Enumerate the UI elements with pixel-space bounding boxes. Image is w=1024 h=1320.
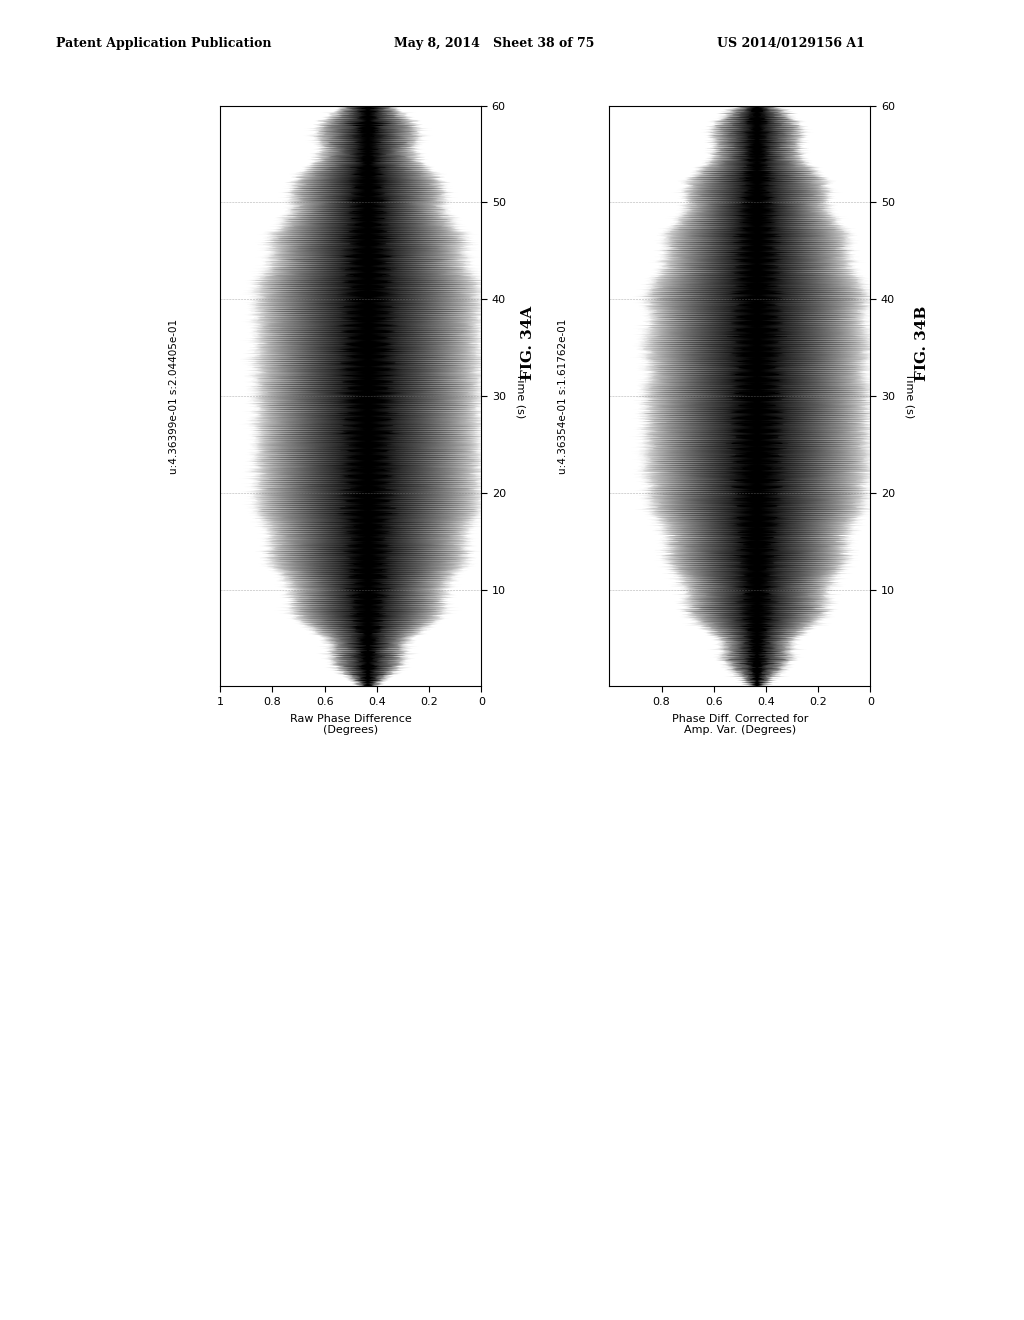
Y-axis label: Time (s): Time (s) (515, 374, 525, 418)
Text: May 8, 2014   Sheet 38 of 75: May 8, 2014 Sheet 38 of 75 (394, 37, 595, 50)
Text: u:4.36354e-01 s:1.61762e-01: u:4.36354e-01 s:1.61762e-01 (558, 318, 568, 474)
Text: FIG. 34A: FIG. 34A (521, 306, 536, 380)
Text: US 2014/0129156 A1: US 2014/0129156 A1 (717, 37, 864, 50)
Y-axis label: Time (s): Time (s) (904, 374, 914, 418)
Text: u:4.36399e-01 s:2.04405e-01: u:4.36399e-01 s:2.04405e-01 (169, 318, 179, 474)
Text: Patent Application Publication: Patent Application Publication (56, 37, 271, 50)
X-axis label: Raw Phase Difference
(Degrees): Raw Phase Difference (Degrees) (290, 714, 412, 735)
X-axis label: Phase Diff. Corrected for
Amp. Var. (Degrees): Phase Diff. Corrected for Amp. Var. (Deg… (672, 714, 808, 735)
Text: FIG. 34B: FIG. 34B (914, 305, 929, 381)
